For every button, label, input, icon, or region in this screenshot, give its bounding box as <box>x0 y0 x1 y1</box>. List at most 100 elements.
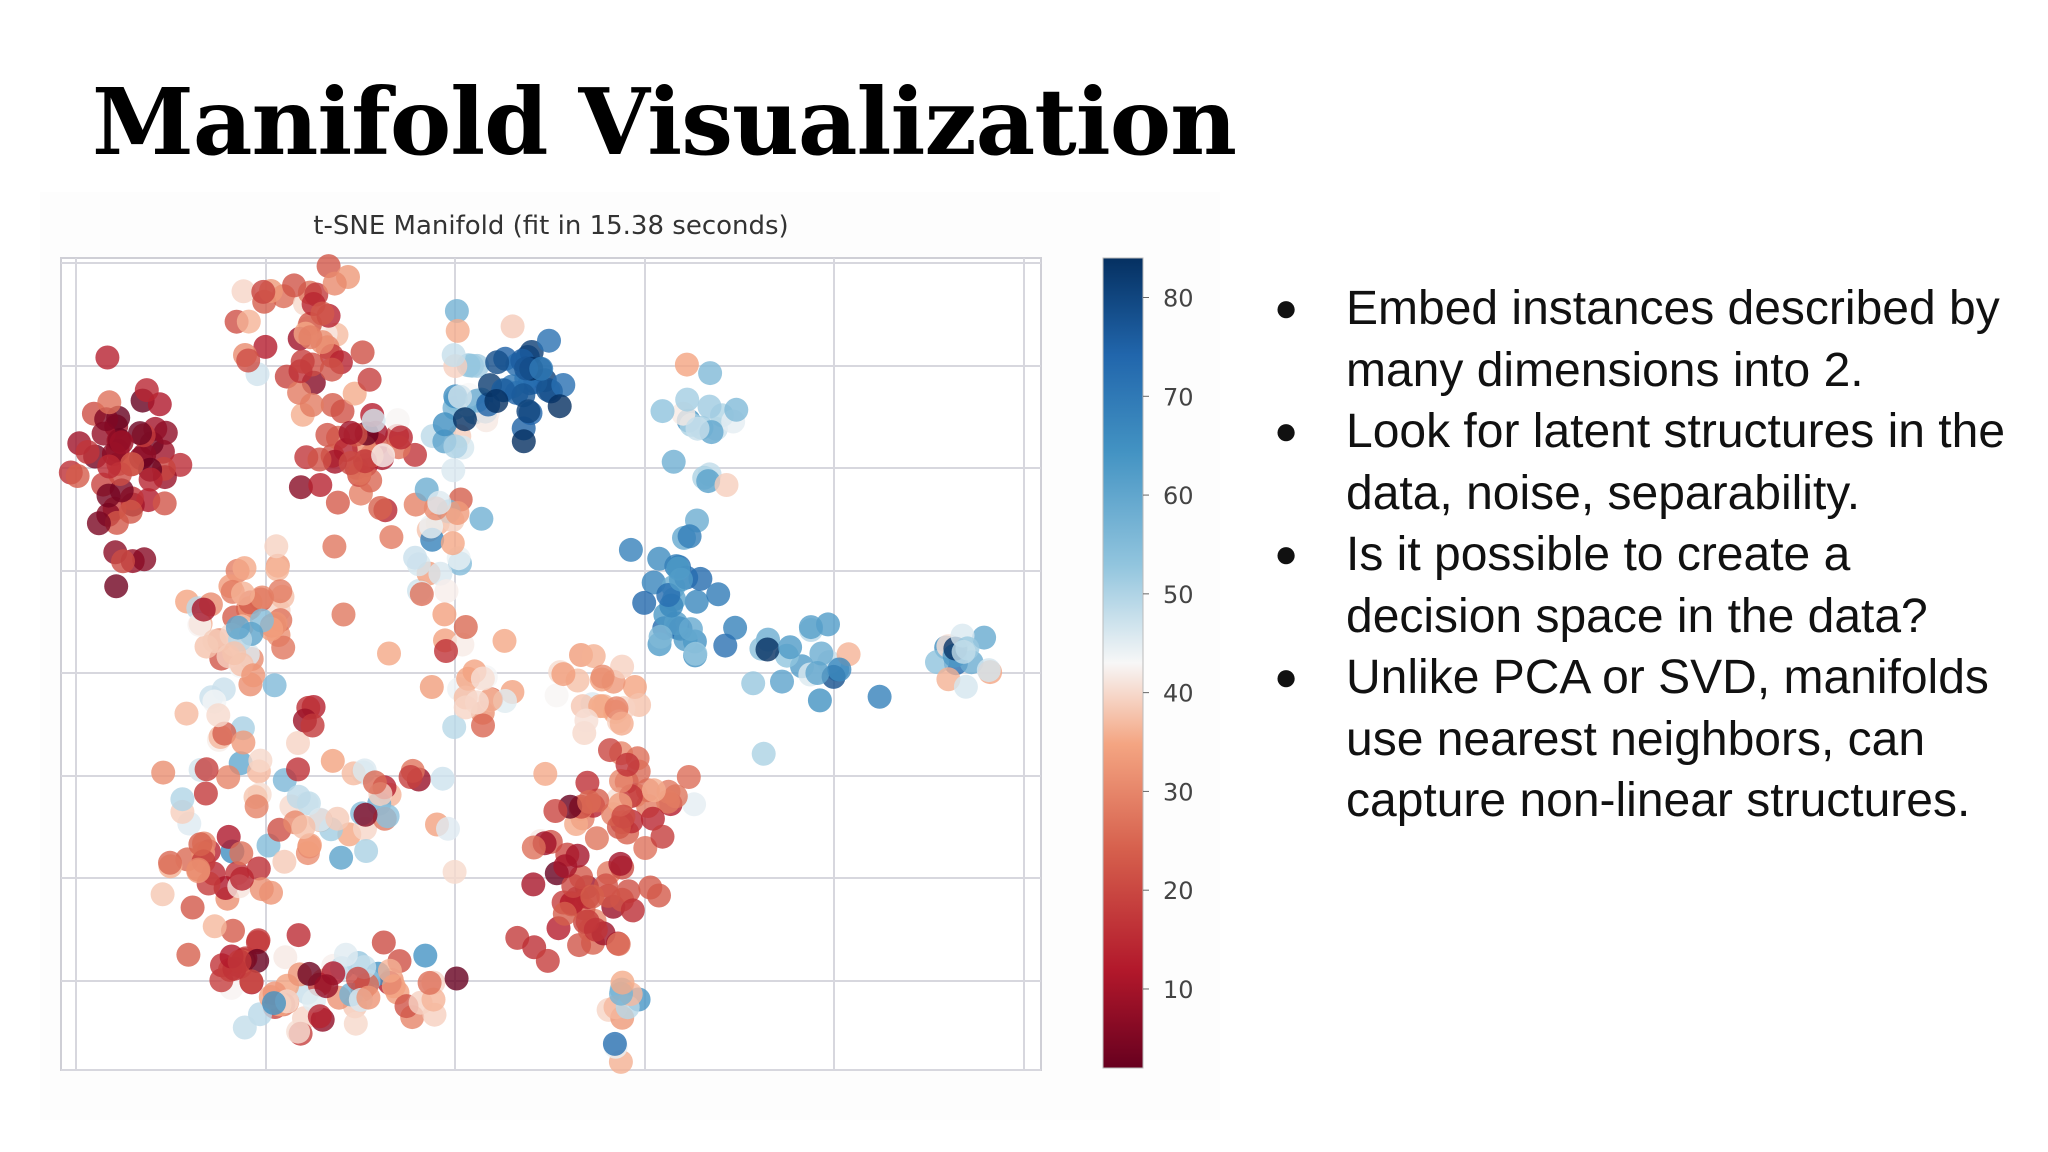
scatter-point <box>516 399 541 424</box>
scatter-point <box>331 602 356 627</box>
scatter-point <box>529 356 554 381</box>
scatter-point <box>325 806 350 831</box>
scatter-points <box>58 254 1003 1074</box>
scatter-point <box>805 661 830 685</box>
scatter-point <box>377 641 401 666</box>
scatter-point <box>356 985 381 1010</box>
scatter-point <box>751 741 776 766</box>
scatter-point <box>265 557 290 582</box>
scatter-point <box>575 770 600 795</box>
scatter-point <box>95 345 120 370</box>
scatter-point <box>231 279 256 304</box>
scatter-point <box>584 826 609 851</box>
scatter-point <box>807 688 832 713</box>
scatter-point <box>345 966 370 991</box>
scatter-point <box>453 695 478 720</box>
scatter-point <box>867 684 892 709</box>
scatter-point <box>150 882 175 907</box>
scatter-point <box>611 804 636 829</box>
scatter-point <box>250 585 275 610</box>
scatter-point <box>535 948 560 973</box>
scatter-point <box>193 781 218 806</box>
scatter-point <box>442 715 467 739</box>
chart-panel: t-SNE Manifold (fit in 15.38 seconds) 10… <box>40 192 1220 1120</box>
tsne-scatter-chart: t-SNE Manifold (fit in 15.38 seconds) 10… <box>58 211 1194 1074</box>
scatter-point <box>371 443 396 468</box>
scatter-point <box>398 765 423 789</box>
scatter-point <box>640 806 665 831</box>
scatter-point <box>492 628 517 653</box>
scatter-point <box>684 589 709 614</box>
scatter-point <box>755 637 780 662</box>
scatter-point <box>678 617 703 642</box>
scatter-point <box>216 824 241 849</box>
scatter-point <box>448 384 472 409</box>
scatter-point <box>361 408 386 433</box>
scatter-point <box>609 711 634 736</box>
scatter-point <box>641 778 666 803</box>
scatter-point <box>180 895 205 920</box>
bullet-dot-icon: ● <box>1274 409 1299 453</box>
scatter-point <box>375 804 400 829</box>
colorbar-tick-label: 40 <box>1163 680 1194 708</box>
scatter-point <box>511 429 536 454</box>
scatter-point <box>350 340 375 365</box>
scatter-point <box>232 1015 257 1040</box>
scatter-point <box>543 799 568 823</box>
scatter-point <box>368 496 393 520</box>
scatter-point <box>827 657 852 682</box>
scatter-point <box>632 590 657 615</box>
scatter-point <box>251 279 276 304</box>
scatter-point <box>434 579 459 604</box>
scatter-point <box>75 440 100 464</box>
scatter-point <box>272 849 297 874</box>
scatter-point <box>262 991 286 1016</box>
scatter-point <box>330 399 355 424</box>
scatter-point <box>128 421 152 446</box>
scatter-point <box>976 658 1001 683</box>
scatter-point <box>97 454 122 479</box>
scatter-point <box>206 703 231 728</box>
scatter-point <box>580 884 605 909</box>
scatter-point <box>310 301 335 326</box>
scatter-point <box>633 836 658 860</box>
scatter-point <box>86 511 111 536</box>
scatter-point <box>286 731 310 755</box>
scatter-point <box>403 545 428 570</box>
scatter-point <box>561 874 586 898</box>
scatter-point <box>188 832 213 857</box>
scatter-point <box>798 615 823 640</box>
scatter-point <box>191 597 216 622</box>
bullet-item: ● Look for latent structures in the data,… <box>1266 401 2026 524</box>
scatter-point <box>104 574 129 599</box>
scatter-point <box>221 918 245 943</box>
scatter-point <box>253 334 278 359</box>
scatter-point <box>485 350 510 375</box>
scatter-point <box>471 713 495 738</box>
bullet-text: Look for latent structures in the data, … <box>1346 405 2006 520</box>
scatter-point <box>697 394 722 419</box>
scatter-point <box>445 318 470 343</box>
scatter-point <box>216 765 241 790</box>
scatter-point <box>297 961 322 986</box>
scatter-point <box>231 730 256 755</box>
scatter-point <box>581 644 606 669</box>
scatter-point <box>442 859 467 884</box>
scatter-point <box>239 969 264 994</box>
scatter-point <box>470 666 495 691</box>
scatter-point <box>174 701 199 726</box>
scatter-point <box>65 464 90 488</box>
scatter-point <box>338 451 363 475</box>
scatter-point <box>574 708 599 733</box>
scatter-point <box>440 531 465 556</box>
scatter-point <box>109 430 134 455</box>
scatter-point <box>741 671 766 696</box>
scatter-point <box>552 901 577 926</box>
scatter-point <box>282 273 307 298</box>
colorbar-tick-label: 10 <box>1163 976 1194 1004</box>
scatter-point <box>778 635 803 660</box>
scatter-point <box>770 669 794 694</box>
scatter-point <box>307 1004 332 1029</box>
scatter-point <box>533 761 558 786</box>
scatter-point <box>333 942 358 967</box>
